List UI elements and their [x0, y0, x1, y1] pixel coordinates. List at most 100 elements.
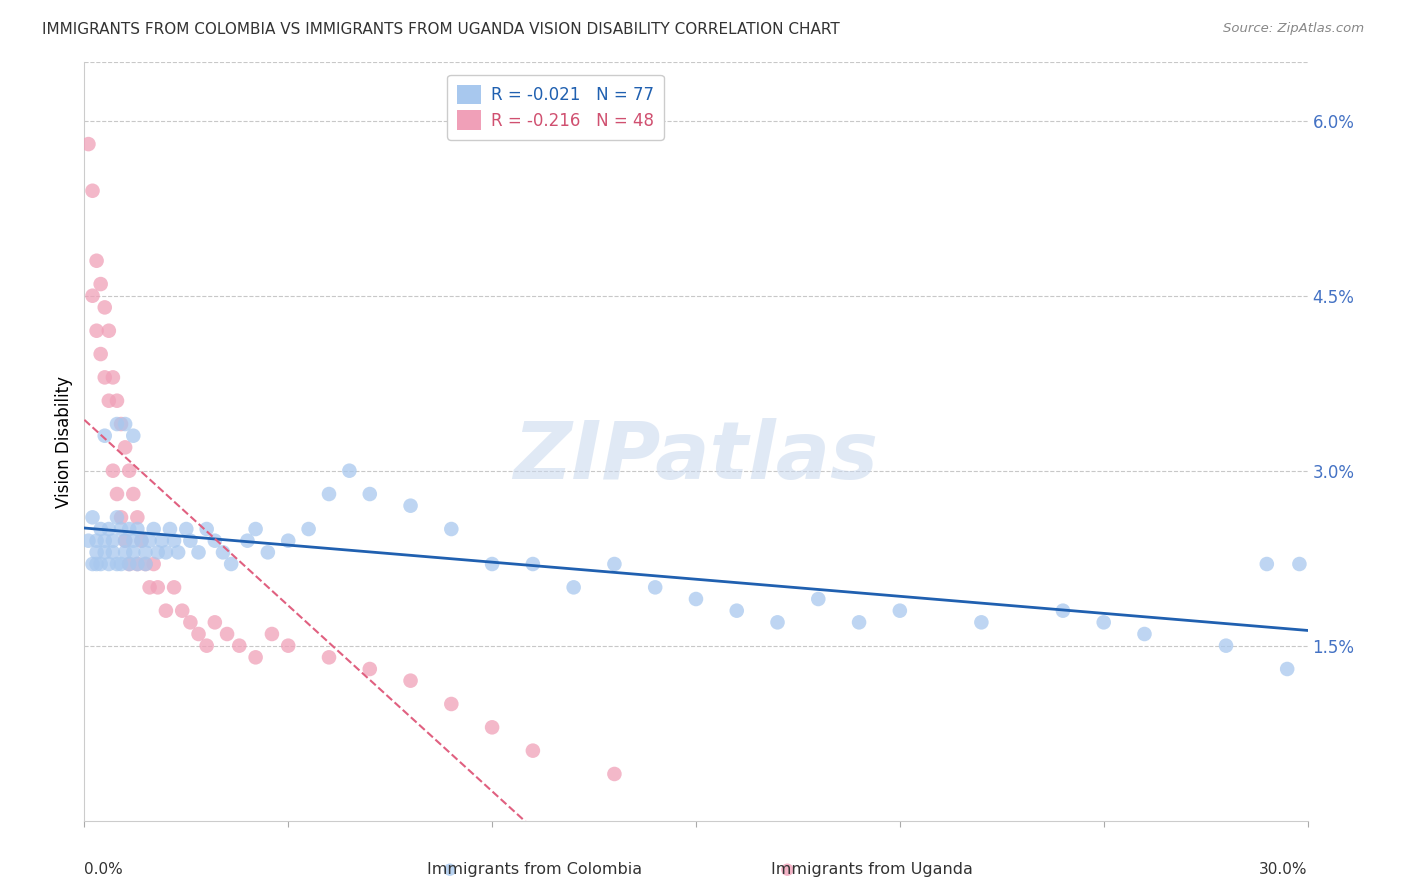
- Point: [522, 557, 544, 571]
- Y-axis label: Vision Disability: Vision Disability: [55, 376, 73, 508]
- Point: [204, 615, 226, 630]
- Point: [195, 522, 218, 536]
- Point: [122, 487, 145, 501]
- Point: [97, 522, 120, 536]
- Point: [118, 464, 141, 478]
- Point: [97, 324, 120, 338]
- Point: [105, 510, 128, 524]
- Point: [172, 604, 194, 618]
- Point: [277, 533, 299, 548]
- Point: [82, 510, 104, 524]
- Point: [142, 522, 165, 536]
- Point: [90, 522, 112, 536]
- Point: [228, 639, 250, 653]
- Point: [685, 592, 707, 607]
- Point: [142, 557, 165, 571]
- Point: [114, 533, 136, 548]
- Point: [1288, 557, 1310, 571]
- Point: [101, 533, 124, 548]
- Point: [93, 545, 115, 559]
- Point: [114, 533, 136, 548]
- Point: [82, 557, 104, 571]
- Point: [245, 522, 267, 536]
- Point: [93, 301, 115, 315]
- Point: [481, 720, 503, 734]
- Point: [776, 863, 799, 877]
- Point: [114, 545, 136, 559]
- Point: [245, 650, 267, 665]
- Point: [1215, 639, 1237, 653]
- Point: [86, 557, 108, 571]
- Point: [101, 464, 124, 478]
- Point: [146, 545, 169, 559]
- Point: [522, 744, 544, 758]
- Point: [440, 697, 463, 711]
- Point: [90, 347, 112, 361]
- Point: [260, 627, 283, 641]
- Point: [1277, 662, 1299, 676]
- Point: [146, 580, 169, 594]
- Point: [114, 417, 136, 431]
- Point: [603, 767, 626, 781]
- Point: [219, 557, 242, 571]
- Point: [97, 393, 120, 408]
- Point: [970, 615, 993, 630]
- Point: [77, 533, 100, 548]
- Text: ZIPatlas: ZIPatlas: [513, 417, 879, 496]
- Point: [82, 184, 104, 198]
- Point: [118, 557, 141, 571]
- Point: [179, 615, 201, 630]
- Point: [135, 557, 157, 571]
- Point: [101, 545, 124, 559]
- Point: [131, 533, 153, 548]
- Text: Source: ZipAtlas.com: Source: ZipAtlas.com: [1223, 22, 1364, 36]
- Point: [848, 615, 870, 630]
- Point: [127, 510, 149, 524]
- Point: [110, 417, 132, 431]
- Point: [481, 557, 503, 571]
- Point: [135, 545, 157, 559]
- Text: IMMIGRANTS FROM COLOMBIA VS IMMIGRANTS FROM UGANDA VISION DISABILITY CORRELATION: IMMIGRANTS FROM COLOMBIA VS IMMIGRANTS F…: [42, 22, 839, 37]
- Point: [212, 545, 235, 559]
- Text: Immigrants from Colombia: Immigrants from Colombia: [426, 863, 643, 877]
- Point: [174, 522, 197, 536]
- Point: [187, 545, 209, 559]
- Point: [110, 557, 132, 571]
- Point: [138, 580, 160, 594]
- Point: [82, 289, 104, 303]
- Point: [359, 487, 381, 501]
- Point: [889, 604, 911, 618]
- Point: [93, 428, 115, 442]
- Point: [163, 533, 186, 548]
- Point: [725, 604, 748, 618]
- Point: [105, 487, 128, 501]
- Point: [138, 533, 160, 548]
- Point: [644, 580, 666, 594]
- Point: [1092, 615, 1115, 630]
- Point: [195, 639, 218, 653]
- Point: [1133, 627, 1156, 641]
- Point: [163, 580, 186, 594]
- Point: [562, 580, 585, 594]
- Point: [257, 545, 280, 559]
- Point: [277, 639, 299, 653]
- Point: [1256, 557, 1278, 571]
- Point: [105, 417, 128, 431]
- Point: [155, 604, 177, 618]
- Point: [807, 592, 830, 607]
- Point: [110, 522, 132, 536]
- Point: [86, 253, 108, 268]
- Text: 0.0%: 0.0%: [84, 863, 124, 878]
- Point: [86, 533, 108, 548]
- Point: [399, 499, 422, 513]
- Point: [110, 510, 132, 524]
- Point: [318, 487, 340, 501]
- Point: [131, 533, 153, 548]
- Point: [127, 557, 149, 571]
- Point: [318, 650, 340, 665]
- Point: [105, 393, 128, 408]
- Point: [118, 557, 141, 571]
- Point: [101, 370, 124, 384]
- Point: [127, 557, 149, 571]
- Text: 30.0%: 30.0%: [1260, 863, 1308, 878]
